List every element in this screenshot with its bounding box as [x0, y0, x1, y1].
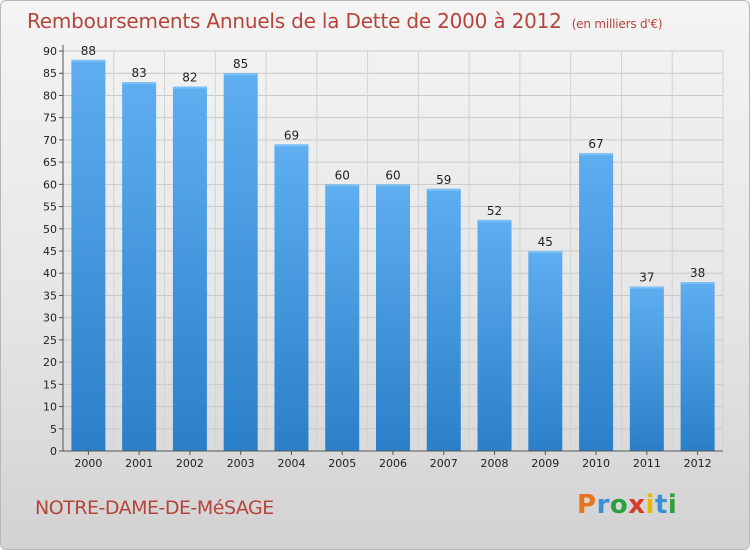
- y-tick-label: 45: [43, 245, 57, 258]
- y-tick-label: 60: [43, 178, 57, 191]
- bar-2002: [172, 86, 207, 452]
- x-tick-label: 2011: [633, 457, 661, 470]
- value-label: 82: [182, 71, 197, 85]
- y-tick-label: 0: [50, 445, 57, 458]
- bar-2009: [528, 251, 563, 451]
- x-tick-labels: 2000 2001 2002 2003 2004 2005 2006 2007 2008 2009…: [74, 457, 711, 470]
- x-tick-label: 2002: [176, 457, 204, 470]
- y-tick-label: 65: [43, 156, 57, 169]
- y-tick-labels: 0 5 10 15 20 25 30 35 40 45 50 55 60 65 70 75 80 85 90: [43, 45, 57, 458]
- bar-2005: [325, 184, 360, 452]
- bar-2001: [122, 82, 157, 451]
- logo-letter: x: [628, 490, 646, 520]
- bar-top-2009: [528, 251, 563, 253]
- bar-top-2002: [172, 86, 207, 89]
- bar-2003: [223, 73, 258, 451]
- y-tick-label: 85: [43, 67, 57, 80]
- bar-2012: [680, 282, 715, 451]
- bar-top-2007: [426, 188, 461, 191]
- bar-2008: [477, 219, 512, 451]
- y-tick-label: 20: [43, 356, 57, 369]
- bar-top-2000: [71, 59, 106, 62]
- y-tick-label: 75: [43, 112, 57, 125]
- y-tick-label: 80: [43, 89, 57, 102]
- x-tick-label: 2005: [328, 457, 356, 470]
- x-tick-label: 2009: [531, 457, 559, 470]
- bar-2006: [376, 184, 410, 452]
- y-tick-label: 35: [43, 289, 57, 302]
- y-tick-label: 70: [43, 134, 57, 147]
- logo-letter: r: [596, 490, 610, 520]
- y-tick-label: 50: [43, 223, 57, 236]
- logo-letter: P: [577, 490, 597, 520]
- commune-name: NOTRE-DAME-DE-MéSAGE: [35, 497, 274, 519]
- logo-letter: t: [654, 490, 668, 520]
- value-label: 59: [436, 173, 451, 187]
- chart-title: Remboursements Annuels de la Dette de 20…: [27, 9, 663, 33]
- bar-2011: [629, 286, 664, 451]
- value-label: 69: [284, 128, 299, 142]
- bar-top-2005: [325, 184, 360, 187]
- y-tick-label: 10: [43, 401, 57, 414]
- x-tick-label: 2007: [430, 457, 458, 470]
- bar-2007: [426, 188, 461, 451]
- y-tick-label: 40: [43, 267, 57, 280]
- value-label: 45: [538, 235, 553, 249]
- value-label: 60: [385, 168, 400, 182]
- bar-top-2012: [680, 282, 715, 285]
- y-tick-label: 25: [43, 334, 57, 347]
- x-tick-label: 2001: [125, 457, 153, 470]
- proxiti-logo: Proxiti: [577, 490, 677, 520]
- logo-letter: i: [645, 490, 655, 520]
- bar-top-2004: [274, 144, 309, 147]
- y-tick-label: 90: [43, 45, 57, 58]
- x-tick-label: 2003: [227, 457, 255, 470]
- x-tick-label: 2000: [74, 457, 102, 470]
- chart-unit: (en milliers d'€): [571, 17, 663, 31]
- x-tick-label: 2006: [379, 457, 407, 470]
- bars: [71, 59, 715, 452]
- value-label: 37: [639, 271, 654, 285]
- y-tick-label: 55: [43, 201, 57, 214]
- x-tick-label: 2008: [481, 457, 509, 470]
- bar-top-2011: [629, 286, 664, 289]
- value-label: 67: [588, 137, 603, 151]
- bar-2010: [579, 153, 614, 451]
- bar-2000: [71, 59, 106, 452]
- x-tick-label: 2010: [582, 457, 610, 470]
- x-tick-label: 2004: [277, 457, 305, 470]
- value-label: 52: [487, 204, 502, 218]
- logo-letter: i: [667, 490, 678, 520]
- chart-title-text: Remboursements Annuels de la Dette de 20…: [27, 9, 562, 33]
- value-label: 88: [81, 44, 96, 58]
- y-tick-label: 15: [43, 378, 57, 391]
- bar-2004: [274, 144, 309, 452]
- value-label: 38: [690, 266, 705, 280]
- bar-top-2003: [223, 73, 258, 76]
- value-labels: 88 83 82 85 69 60 60 59 52 45 67 37 38: [81, 44, 706, 285]
- bar-top-2001: [122, 82, 157, 85]
- value-label: 83: [132, 66, 147, 80]
- logo-letter: o: [609, 490, 629, 520]
- axes: [59, 45, 723, 455]
- bar-top-2008: [477, 219, 512, 222]
- value-label: 60: [335, 168, 350, 182]
- value-label: 85: [233, 57, 248, 71]
- bar-top-2010: [579, 153, 614, 156]
- y-tick-label: 5: [50, 423, 57, 436]
- x-tick-label: 2012: [684, 457, 712, 470]
- bar-top-2006: [376, 184, 410, 187]
- y-tick-label: 30: [43, 312, 57, 325]
